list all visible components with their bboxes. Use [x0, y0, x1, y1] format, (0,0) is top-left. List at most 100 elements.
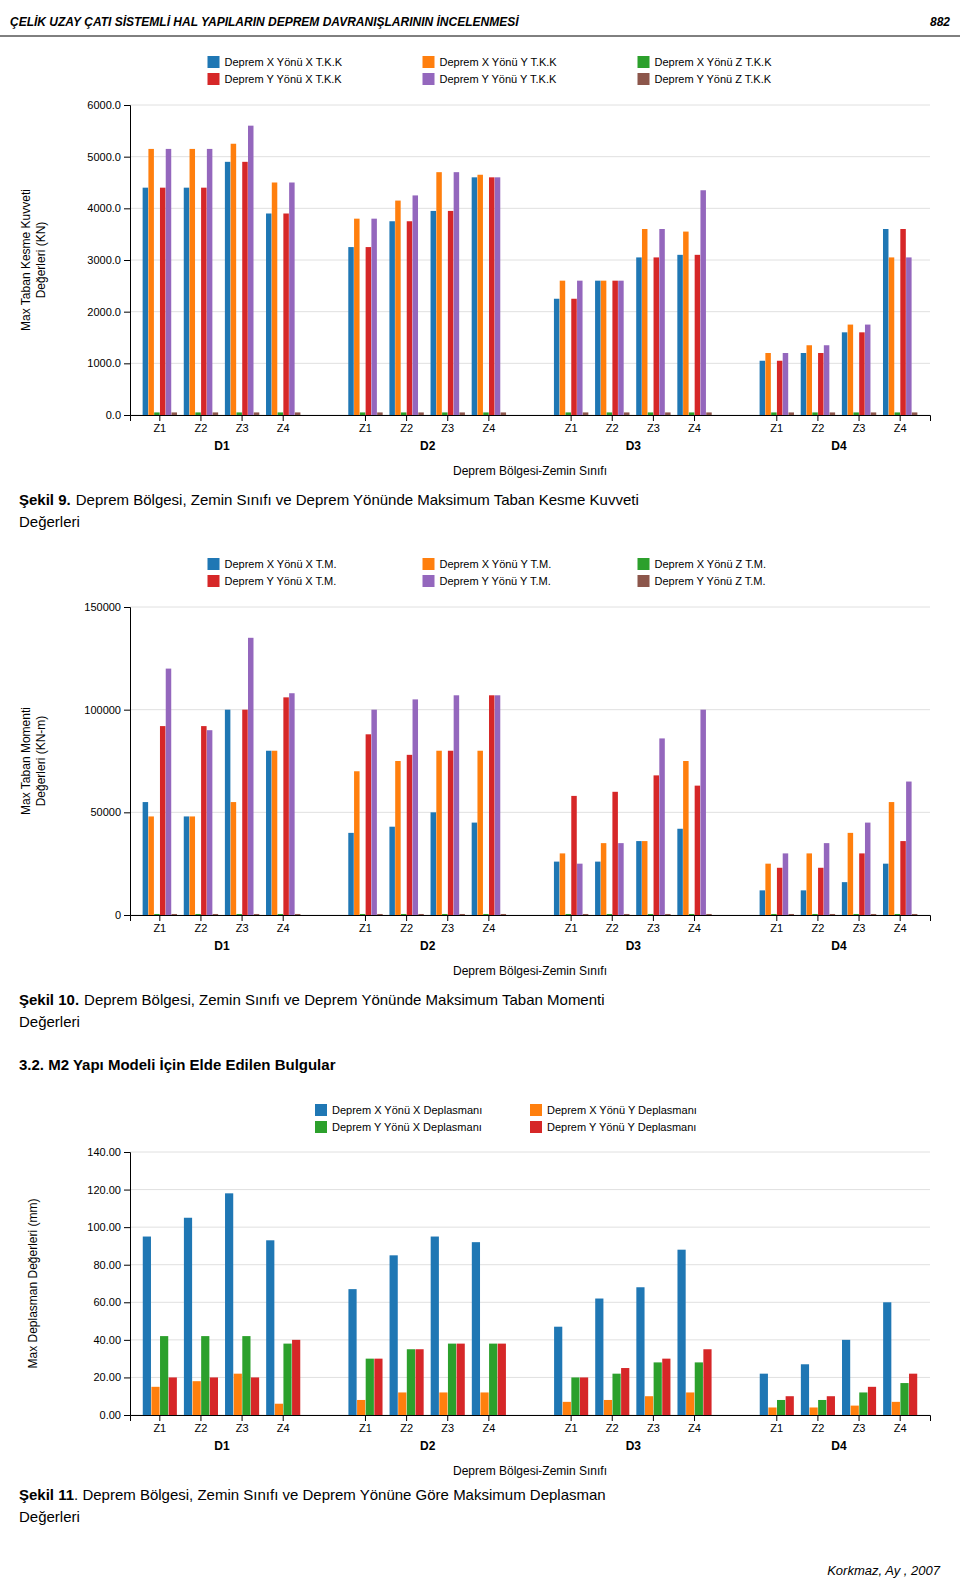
bar: [859, 1392, 867, 1415]
bar: [489, 177, 494, 415]
x-tick-mark: [242, 415, 243, 421]
x-tick-mark: [447, 1415, 448, 1421]
caption-label: Şekil 11: [19, 1486, 74, 1503]
x-tick-label: Z1: [565, 922, 578, 934]
x-tick-mark: [488, 415, 489, 421]
bar: [818, 868, 823, 915]
caption-text: . Deprem Bölgesi, Zemin Sınıfı ve Deprem…: [74, 1486, 606, 1503]
x-tick-mark: [694, 1415, 695, 1421]
bar: [498, 1344, 506, 1415]
bar: [807, 853, 812, 915]
x-tick: Z2: [606, 415, 619, 434]
bar: [457, 1344, 465, 1415]
legend-swatch: [638, 558, 650, 570]
legend-item: Deprem Y Yönü Z T.M.: [638, 575, 766, 587]
plot-area: [143, 638, 918, 915]
x-tick-mark: [365, 415, 366, 421]
y-tick-label: 120.00: [87, 1184, 121, 1196]
bar: [583, 914, 588, 915]
y-tick-mark: [124, 415, 130, 416]
x-tick-label: Z2: [811, 422, 824, 434]
x-tick-mark: [776, 915, 777, 921]
bar: [472, 823, 477, 915]
legend-item: Deprem Y Yönü Y T.M.: [423, 575, 551, 587]
x-tick-label: Z1: [565, 422, 578, 434]
x-tick: Z3: [853, 1415, 866, 1434]
bar: [577, 864, 582, 915]
x-tick: Z2: [400, 915, 413, 934]
caption-line: Değerleri: [19, 1508, 80, 1525]
x-tick: Z4: [482, 1415, 495, 1434]
bar: [777, 868, 782, 915]
y-tick-mark: [124, 312, 130, 313]
y-tick-mark: [124, 915, 130, 916]
bar: [275, 1404, 283, 1415]
y-tick-mark: [124, 607, 130, 608]
legend: Deprem X Yönü X DeplasmanıDeprem X Yönü …: [315, 1104, 697, 1133]
x-axis: Z1Z2Z3Z4Z1Z2Z3Z4Z1Z2Z3Z4Z1Z2Z3Z4: [131, 415, 931, 434]
x-tick-mark: [859, 415, 860, 421]
legend-label: Deprem X Yönü Y T.K.K: [440, 56, 558, 68]
bar: [348, 247, 353, 415]
x-axis: Z1Z2Z3Z4Z1Z2Z3Z4Z1Z2Z3Z4Z1Z2Z3Z4: [131, 915, 931, 934]
bar: [642, 229, 647, 415]
bar: [207, 730, 212, 915]
x-tick-mark: [159, 915, 160, 921]
bar: [184, 816, 189, 915]
group-label: D3: [626, 1439, 642, 1453]
y-tick: 100.00: [87, 1221, 130, 1233]
x-tick: Z3: [647, 415, 660, 434]
x-tick-label: Z2: [195, 422, 208, 434]
bar: [645, 1396, 653, 1415]
legend: Deprem X Yönü X T.K.KDeprem X Yönü Y T.K…: [208, 56, 773, 85]
bar: [448, 751, 453, 915]
x-tick: Z1: [359, 415, 372, 434]
x-tick-mark: [200, 915, 201, 921]
chart: 050000100000150000Z1Z2Z3Z4Z1Z2Z3Z4Z1Z2Z3…: [19, 558, 931, 1030]
x-tick: Z3: [236, 1415, 249, 1434]
legend-item: Deprem X Yönü X T.M.: [208, 558, 337, 570]
x-tick-label: Z1: [359, 1422, 372, 1434]
bar: [560, 853, 565, 915]
bar: [360, 412, 365, 415]
y-tick: 50000: [90, 806, 130, 818]
bar: [871, 412, 876, 415]
bar: [842, 1340, 850, 1415]
bar: [604, 1400, 612, 1415]
x-tick-label: Z3: [236, 422, 249, 434]
legend-swatch: [208, 575, 220, 587]
y-tick-label: 6000.0: [87, 99, 121, 111]
bar: [777, 361, 782, 415]
legend-swatch: [423, 558, 435, 570]
bar: [266, 751, 271, 915]
x-tick-label: Z2: [606, 922, 619, 934]
bar: [295, 412, 300, 415]
bar: [169, 1377, 177, 1415]
bar: [889, 802, 894, 915]
y-axis-line: [124, 106, 131, 416]
bar: [853, 412, 858, 415]
bar: [601, 843, 606, 915]
group-label: D3: [626, 939, 642, 953]
y-tick-label: 2000.0: [87, 306, 121, 318]
x-tick-mark: [900, 1415, 901, 1421]
bar-series: [151, 1374, 900, 1415]
x-tick-label: Z2: [400, 422, 413, 434]
x-tick: Z2: [811, 1415, 824, 1434]
bar: [390, 1255, 398, 1415]
legend-label: Deprem X Yönü Z T.M.: [655, 558, 766, 570]
x-tick-label: Z3: [853, 422, 866, 434]
bar: [689, 914, 694, 915]
legend-item: Deprem X Yönü Z T.M.: [638, 558, 766, 570]
bar: [827, 1396, 835, 1415]
bar: [765, 864, 770, 915]
bar: [418, 914, 423, 915]
legend-label: Deprem X Yönü Y T.M.: [440, 558, 552, 570]
y-tick: 20.00: [93, 1371, 130, 1383]
bar: [895, 412, 900, 415]
x-tick-label: Z1: [770, 422, 783, 434]
legend-label: Deprem Y Yönü Z T.K.K: [655, 73, 772, 85]
x-tick: Z2: [606, 915, 619, 934]
bar-series: [143, 1193, 892, 1415]
y-tick-label: 50000: [90, 806, 121, 818]
